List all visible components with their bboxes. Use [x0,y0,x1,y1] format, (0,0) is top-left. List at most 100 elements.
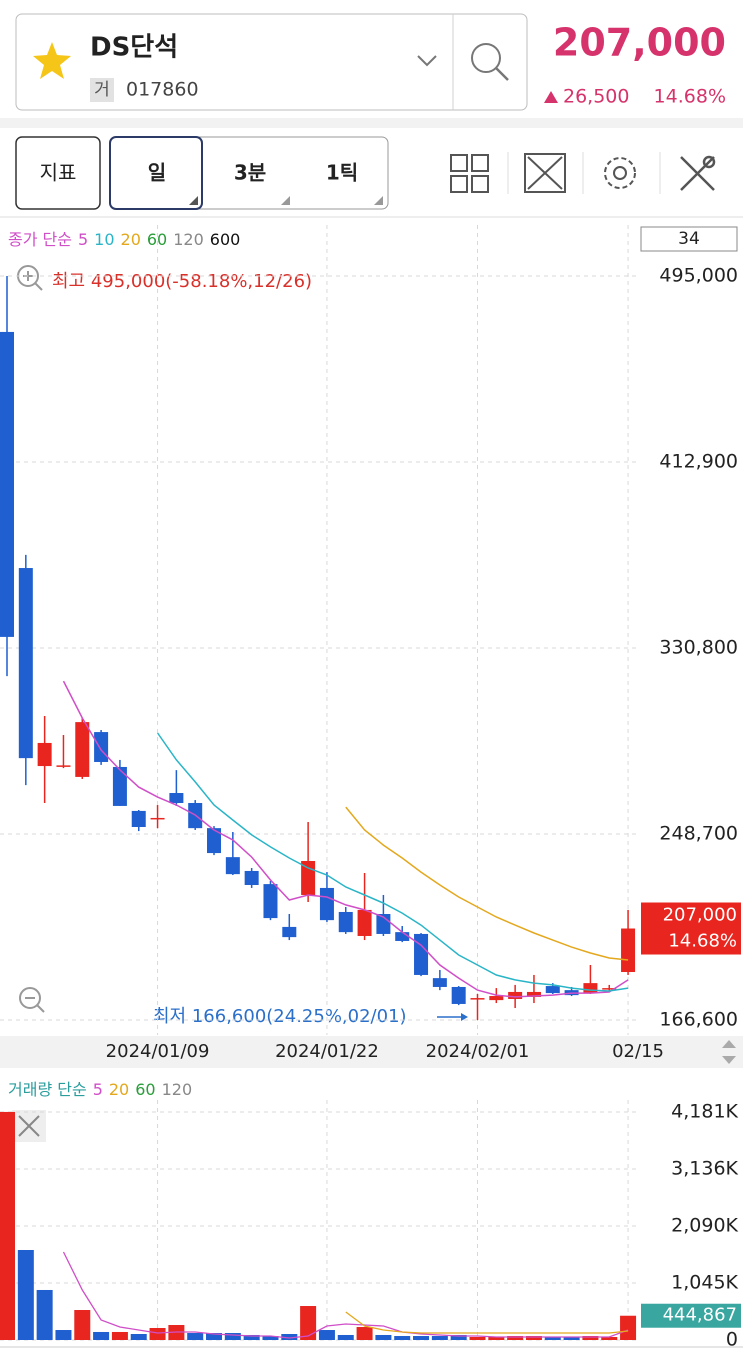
moving-average [62,680,629,998]
volume-bar [130,1334,147,1340]
volume-bar [431,1336,448,1340]
volume-bar [563,1337,580,1340]
volume-bar [375,1334,392,1340]
date-band [0,1036,743,1068]
candle-body [470,998,485,1000]
corner-mark [281,196,290,205]
volume-bar [224,1333,241,1340]
candle-body [0,331,14,637]
layout-icon[interactable] [450,154,489,193]
moving-average [345,806,629,961]
fullscreen-icon[interactable] [524,153,566,193]
legend: 종가 단순 5 10 20 60 120 600 [8,230,240,249]
period-day[interactable]: 일 [148,161,166,185]
volume-bar [413,1336,430,1340]
low-annotation: 최저 166,600(24.25%,02/01) [153,1006,407,1027]
indicator-button[interactable] [15,136,101,210]
volume-bar [55,1330,72,1340]
candle-body [414,933,429,975]
candle-body [18,568,33,759]
change-pct: 14.68% [654,86,726,108]
candle-body [75,722,90,777]
volume-bar [206,1333,223,1340]
candle-body [583,983,598,994]
legend-entry: 20 [121,230,141,249]
candle-body [621,928,636,973]
volume-bar [243,1334,260,1340]
separator [0,118,743,128]
legend-entry: 10 [94,230,114,249]
corner-mark [189,196,198,205]
current-price: 207,000 [553,21,726,65]
legend-title: 종가 단순 [8,230,72,249]
candle-body [338,911,353,933]
high-annotation: 최고 495,000(-58.18%,12/26) [52,271,312,292]
y-tick-label: 2,090K [671,1215,738,1237]
candle-body [545,986,560,994]
volume-bar [488,1337,505,1340]
legend-entry: 120 [173,230,204,249]
volume-bar [17,1250,34,1340]
volume-bar [394,1336,411,1340]
volume-bar [262,1336,279,1340]
y-tick-label: 248,700 [659,823,738,845]
settings-icon[interactable] [604,157,636,189]
y-tick-label: 412,900 [659,450,738,472]
favorite-star[interactable] [33,42,71,79]
market: 거 [94,80,110,100]
x-tick-label: 02/15 [612,1041,664,1062]
period-selected[interactable] [109,136,203,210]
volume-bar [74,1310,91,1340]
legend-entry: 60 [135,1080,155,1099]
candle-body [244,870,259,886]
search-handle [495,67,509,81]
candle-body [150,817,165,820]
scroll-up[interactable] [722,1040,736,1048]
zoom-out-icon[interactable] [19,987,45,1013]
y-tick-label: 1,045K [671,1272,738,1294]
zoom-in-icon[interactable] [17,265,43,291]
stock-box[interactable] [15,13,528,111]
y-tick-label: 495,000 [659,264,738,286]
volume-bar [507,1336,524,1340]
candle-body [282,926,297,938]
y-tick-label: 0 [726,1329,738,1351]
market-badge [90,78,114,102]
moving-average [156,732,629,992]
legend-entry: 5 [78,230,88,249]
x-tick-label: 2024/01/09 [106,1041,210,1062]
separator [0,216,743,218]
scroll-down[interactable] [722,1056,736,1064]
volume-bar [300,1306,317,1340]
volume-badge-value: 444,867 [663,1305,737,1326]
volume-bar [582,1336,599,1340]
period-1tick[interactable]: 1틱 [326,161,358,185]
candle-body [263,884,278,919]
volume-bar [111,1331,128,1340]
dropdown-arrow[interactable] [417,55,437,67]
count-box [640,226,738,252]
close-icon [18,1115,40,1137]
y-tick-label: 330,800 [659,637,738,659]
candle-body [526,991,541,997]
candle-body [37,742,52,767]
volume-bar [187,1333,204,1340]
visible-count: 34 [678,229,700,249]
tools-icon[interactable] [680,155,716,191]
legend-title: 거래량 단순 [8,1080,87,1099]
period-3min[interactable]: 3분 [234,161,266,185]
legend: 거래량 단순 5 20 60 120 [8,1080,192,1099]
volume-bar [36,1289,53,1340]
search-icon[interactable] [471,43,501,73]
candle-body [169,793,184,803]
volume-bar [93,1331,110,1340]
legend-entry: 600 [210,230,241,249]
candle-body [131,810,146,828]
candle-body [94,732,109,762]
y-tick-label: 166,600 [659,1009,738,1031]
volume-bar [450,1334,467,1340]
price-badge [641,902,741,955]
